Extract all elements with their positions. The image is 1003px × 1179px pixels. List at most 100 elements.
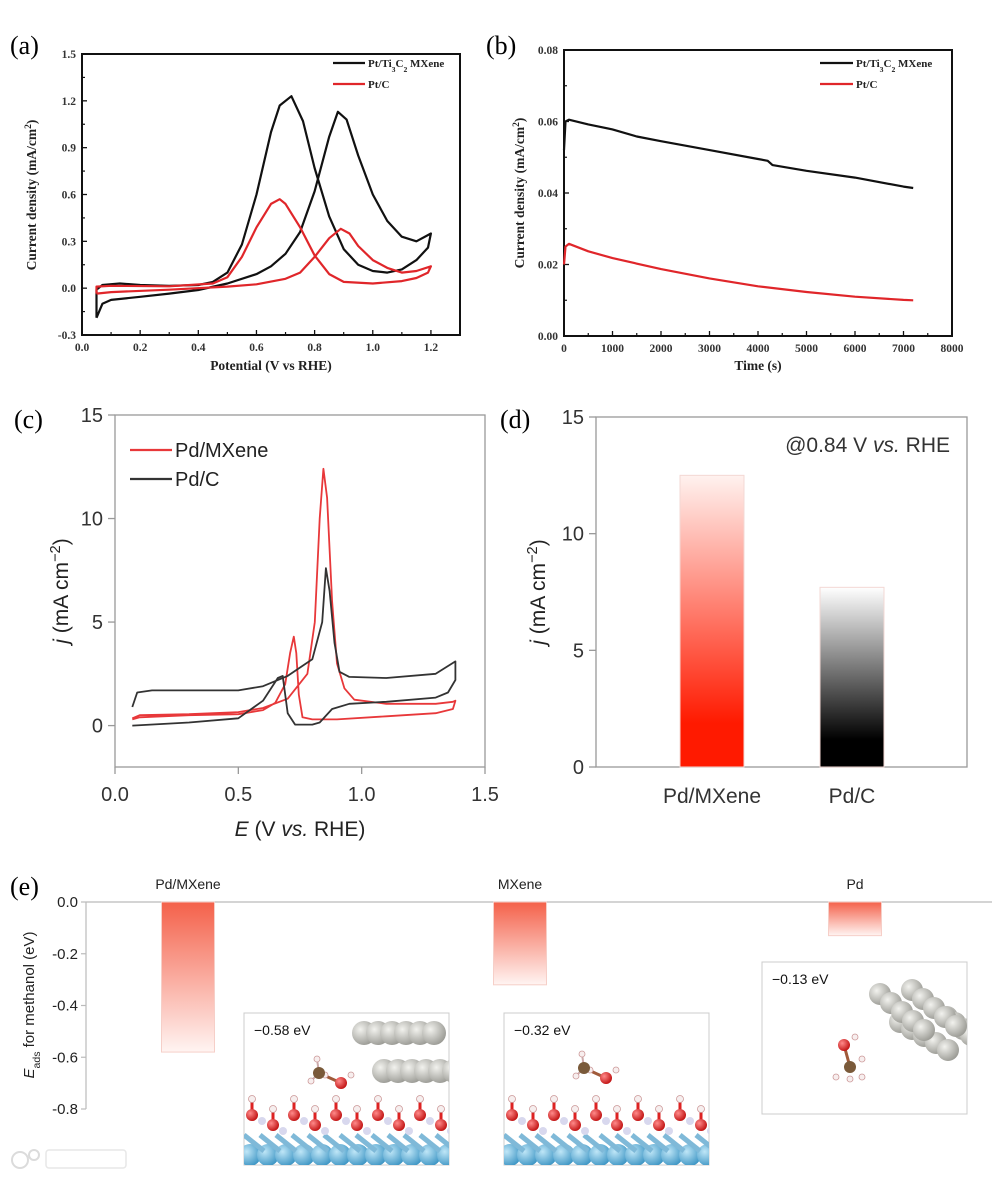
x-axis-title: Potential (V vs RHE) xyxy=(210,358,332,373)
x-tick-label: 1.2 xyxy=(424,342,439,354)
x-tick-label: 0.0 xyxy=(101,784,129,806)
x-tick-label: 3000 xyxy=(698,343,721,355)
x-tick-label: 1.5 xyxy=(471,784,499,806)
text-part: Pt/C xyxy=(368,79,389,91)
text-part: j xyxy=(50,638,73,647)
chart-e: 0.0 -0.2 -0.4 -0.6 -0.8 Eads for methanol (eV… xyxy=(21,876,992,1166)
x-tick-label: 2000 xyxy=(650,343,673,355)
category-label: Pd/MXene xyxy=(155,876,221,892)
x-tick-label: 0 xyxy=(561,343,567,355)
panel-label: (b) xyxy=(486,31,516,60)
chart-d: 0 5 10 15 j (mA cm−2) Pd/MXene Pd/C @0.84 V vs.… xyxy=(525,407,968,808)
legend-label: Pt/C xyxy=(856,79,877,91)
molecule-structure-icon xyxy=(504,1050,709,1165)
text-part: Pt/C xyxy=(856,79,877,91)
text-part: E xyxy=(235,818,250,841)
y-tick-label: 15 xyxy=(81,405,103,427)
x-tick-label: 1.0 xyxy=(348,784,376,806)
x-tick-label: 1000 xyxy=(601,343,624,355)
panel-label: (c) xyxy=(14,405,43,434)
text-part: ) xyxy=(527,539,550,546)
watermark-logo xyxy=(11,1149,127,1169)
text-part: RHE) xyxy=(308,818,365,841)
text-part: −2 xyxy=(525,546,541,563)
inset-energy-label: −0.13 eV xyxy=(772,971,829,987)
y-tick-label: 0.06 xyxy=(538,117,558,129)
text-part: Potential (V vs RHE) xyxy=(210,358,332,373)
legend-label: Pt/Ti3C2 MXene xyxy=(368,58,444,74)
y-tick-label: 0.04 xyxy=(538,188,558,200)
category-label: Pd xyxy=(846,876,863,892)
legend-label: Pd/MXene xyxy=(175,440,268,462)
y-tick-label: 0.08 xyxy=(538,45,558,57)
x-tick-label: 0.4 xyxy=(191,342,206,354)
series-line-1 xyxy=(131,567,457,727)
text-part: ) xyxy=(50,538,73,545)
y-tick-label: 0.6 xyxy=(62,190,77,202)
text-part: MXene xyxy=(895,58,932,70)
bar-pdmxene xyxy=(161,901,215,1053)
y-tick-label: 0.02 xyxy=(538,260,558,272)
text-part: 3 xyxy=(880,64,884,73)
x-tick-label: 0.6 xyxy=(249,342,264,354)
panel-label: (d) xyxy=(500,405,530,434)
y-tick-label: 5 xyxy=(573,640,584,662)
y-tick-label: 1.2 xyxy=(62,96,77,108)
x-tick-label: 7000 xyxy=(892,343,915,355)
y-tick-label: -0.8 xyxy=(52,1101,78,1118)
category-label: Pd/C xyxy=(829,785,876,808)
x-tick-label: 8000 xyxy=(941,343,964,355)
panel-label: (a) xyxy=(10,31,39,60)
x-axis-title: E (V vs. RHE) xyxy=(235,818,366,841)
x-tick-label: 6000 xyxy=(844,343,867,355)
text-part: 2 xyxy=(24,124,34,129)
y-tick-label: 0.3 xyxy=(62,236,77,248)
chart-b: 0 1000 2000 3000 4000 5000 6000 7000 8000 0.00 0.0… xyxy=(512,45,964,373)
y-tick-label: 10 xyxy=(81,509,103,531)
text-part: vs. xyxy=(873,434,900,457)
text-part: Current density (mA/cm xyxy=(24,128,39,270)
y-tick-label: 5 xyxy=(92,612,103,634)
text-part: C xyxy=(395,58,403,70)
series-line-0 xyxy=(95,95,432,319)
text-part: 2 xyxy=(403,64,407,73)
x-tick-label: 0.0 xyxy=(75,342,90,354)
category-label: Pd/MXene xyxy=(663,785,761,808)
molecule-structure-icon xyxy=(244,1021,449,1165)
text-part: RHE xyxy=(900,434,950,457)
panel-label: (e) xyxy=(10,872,39,901)
text-part: MXene xyxy=(407,58,444,70)
y-tick-label: -0.4 xyxy=(52,998,78,1015)
y-axis-title: j (mA cm−2) xyxy=(525,539,550,647)
y-tick-label: 10 xyxy=(562,524,584,546)
series-line-1 xyxy=(562,242,914,302)
text-part: −2 xyxy=(48,545,64,562)
text-part: j xyxy=(527,639,550,648)
inset-energy-label: −0.58 eV xyxy=(254,1022,311,1038)
y-axis-title: Eads for methanol (eV) xyxy=(21,931,43,1078)
chart-c: 0.0 0.5 1.0 1.5 0 5 10 15 E (V vs. RHE) j (mA cm−… xyxy=(48,405,499,841)
legend-label: Pd/C xyxy=(175,469,219,491)
text-part: C xyxy=(883,58,891,70)
plot-frame xyxy=(595,416,968,768)
text-part: for methanol (eV) xyxy=(21,931,38,1051)
text-part: @0.84 V xyxy=(785,434,873,457)
text-part: vs. xyxy=(281,818,308,841)
y-axis-title: Current density (mA/cm2) xyxy=(24,120,39,271)
y-tick-label: 0.9 xyxy=(62,143,77,155)
chart-a: 0.0 0.2 0.4 0.6 0.8 1.0 1.2-0.30.00.30.60.91.2… xyxy=(24,49,461,373)
legend-label: Pt/Ti3C2 MXene xyxy=(856,58,932,74)
bar-pdc xyxy=(819,586,885,768)
x-tick-label: 4000 xyxy=(747,343,770,355)
bar-pd xyxy=(828,901,882,937)
y-tick-label: 0.0 xyxy=(57,894,78,911)
text-part: (mA cm xyxy=(527,563,550,640)
structure-inset-1: −0.58 eV xyxy=(243,1012,450,1166)
y-tick-label: -0.3 xyxy=(58,330,76,342)
text-part: ) xyxy=(512,118,527,123)
text-part: ads xyxy=(31,1052,43,1069)
y-tick-label: -0.2 xyxy=(52,946,78,963)
text-part: Pd/C xyxy=(175,469,219,491)
legend-label: Pt/C xyxy=(368,79,389,91)
bar-pdmxene xyxy=(679,474,745,768)
